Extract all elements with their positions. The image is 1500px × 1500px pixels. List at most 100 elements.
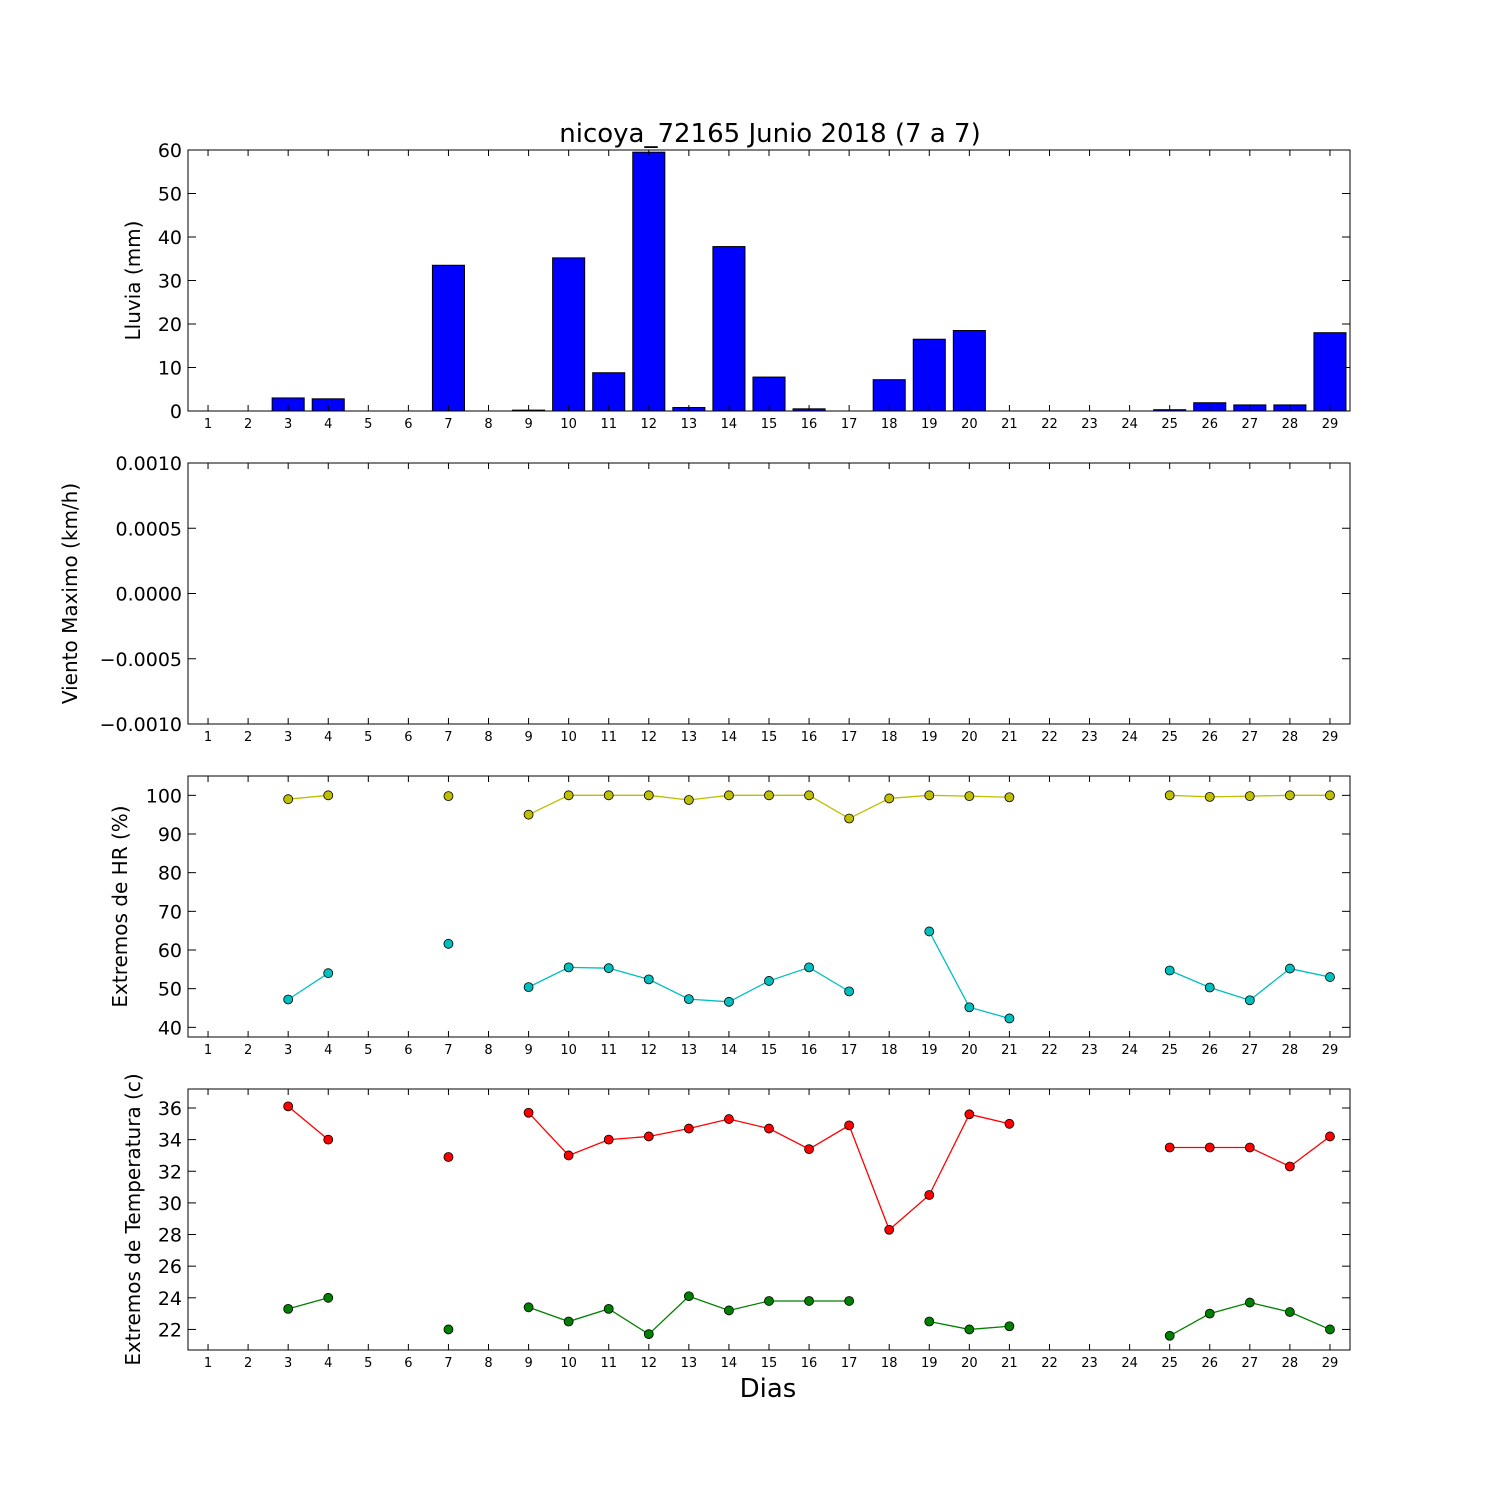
x-tick-label: 11 <box>600 417 617 432</box>
point-temp_min-day-14 <box>724 1305 734 1316</box>
point-temp_min-day-16 <box>804 1296 814 1306</box>
x-tick-label: 22 <box>1041 1356 1058 1371</box>
x-tick-label: 6 <box>404 1356 412 1371</box>
y-tick-label: 0 <box>170 401 182 423</box>
x-tick-label: 21 <box>1001 417 1018 432</box>
x-tick-label: 22 <box>1041 730 1058 745</box>
point-hr_max-day-14 <box>724 790 734 801</box>
x-tick-label: 20 <box>961 417 978 432</box>
point-hr_min-day-26 <box>1204 982 1215 993</box>
x-tick-label: 25 <box>1161 1043 1178 1058</box>
point-temp_min-day-4 <box>323 1292 334 1303</box>
y-tick-label: 60 <box>158 140 182 162</box>
point-temp_max-day-25 <box>1164 1142 1175 1153</box>
x-tick-label: 9 <box>524 1356 532 1371</box>
x-tick-label: 3 <box>284 417 292 432</box>
point-hr_min-day-13 <box>683 994 694 1005</box>
x-tick-label: 16 <box>801 1356 818 1371</box>
y-tick-label: 20 <box>158 314 182 336</box>
y-tick-label: 24 <box>158 1288 182 1310</box>
point-temp_min-day-21 <box>1004 1321 1015 1332</box>
x-tick-label: 16 <box>801 417 818 432</box>
panel-4: 1 2 3 4 5 6 7 8 9 10 11 12 13 14 15 16 17 18 19 20 21 22 23 24 2… <box>121 1073 1351 1371</box>
x-tick-label: 25 <box>1161 417 1178 432</box>
x-tick-label: 14 <box>721 730 738 745</box>
y-tick-label: 10 <box>158 358 182 380</box>
y-tick-label: 80 <box>158 863 182 885</box>
x-tick-label: 24 <box>1121 730 1138 745</box>
point-hr_max-day-18 <box>884 793 895 804</box>
panel-2: 1 2 3 4 5 6 7 8 9 10 11 12 13 14 15 16 17 18 19 20 21 22 23 24 2… <box>58 453 1351 745</box>
x-tick-label: 18 <box>881 1356 898 1371</box>
y-tick-label: 0.0010 <box>116 453 182 475</box>
x-tick-label: 1 <box>204 730 212 745</box>
x-tick-label: 27 <box>1242 1356 1259 1371</box>
point-temp_min-day-27 <box>1244 1297 1255 1308</box>
x-tick-label: 25 <box>1161 1356 1178 1371</box>
y-tick-label: 40 <box>158 227 182 249</box>
x-tick-label: 26 <box>1201 1043 1218 1058</box>
point-hr_max-day-25 <box>1164 790 1175 801</box>
x-tick-label: 28 <box>1282 1043 1299 1058</box>
y-tick-label: 60 <box>158 940 182 962</box>
point-hr_min-day-17 <box>844 986 855 997</box>
y-tick-label: 90 <box>158 824 182 846</box>
x-tick-label: 2 <box>244 730 252 745</box>
point-hr_max-day-4 <box>323 790 334 801</box>
point-temp_max-day-3 <box>283 1101 294 1112</box>
x-tick-label: 24 <box>1121 1356 1138 1371</box>
point-hr_max-day-20 <box>964 791 975 802</box>
y-tick-label: −0.0010 <box>100 714 182 736</box>
x-tick-label: 23 <box>1081 730 1098 745</box>
x-tick-label: 14 <box>721 417 738 432</box>
series-line-temp_min <box>528 1295 850 1336</box>
point-temp_min-day-12 <box>643 1329 654 1340</box>
x-tick-label: 12 <box>641 1356 658 1371</box>
x-tick-label: 1 <box>204 1043 212 1058</box>
point-temp_min-day-17 <box>844 1296 855 1306</box>
x-tick-label: 14 <box>721 1356 738 1371</box>
y-axis-label: Viento Maximo (km/h) <box>58 483 82 704</box>
x-tick-label: 7 <box>444 730 452 745</box>
bar-day-20 <box>952 330 986 412</box>
point-hr_max-day-29 <box>1325 790 1335 801</box>
point-temp_max-day-10 <box>563 1150 574 1161</box>
x-tick-label: 15 <box>761 1356 778 1371</box>
x-tick-label: 11 <box>600 730 617 745</box>
bar-day-14 <box>712 246 746 412</box>
point-hr_max-day-21 <box>1004 792 1015 803</box>
x-tick-label: 3 <box>284 730 292 745</box>
x-tick-label: 29 <box>1322 1043 1339 1058</box>
point-temp_max-day-27 <box>1244 1142 1255 1153</box>
y-tick-label: 36 <box>158 1098 182 1120</box>
plot-frame <box>187 775 1351 1038</box>
x-tick-label: 22 <box>1041 1043 1058 1058</box>
point-hr_min-day-20 <box>964 1002 975 1013</box>
y-axis-label: Extremos de Temperatura (c) <box>121 1073 145 1365</box>
point-hr_min-day-11 <box>603 963 614 974</box>
x-tick-label: 10 <box>560 1043 577 1058</box>
point-hr_min-day-27 <box>1244 995 1255 1006</box>
y-tick-label: 22 <box>158 1319 182 1341</box>
x-tick-label: 9 <box>524 730 532 745</box>
point-temp_min-day-20 <box>964 1324 975 1335</box>
x-tick-label: 28 <box>1282 417 1299 432</box>
x-tick-label: 13 <box>681 1043 698 1058</box>
point-hr_max-day-17 <box>844 813 855 824</box>
series-line-temp_min <box>1169 1301 1331 1337</box>
y-tick-label: 28 <box>158 1225 182 1247</box>
x-tick-label: 19 <box>921 417 938 432</box>
x-tick-label: 4 <box>324 1356 332 1371</box>
point-temp_min-day-9 <box>523 1302 534 1313</box>
y-tick-label: 32 <box>158 1161 182 1183</box>
x-tick-label: 8 <box>484 417 492 432</box>
y-tick-label: 100 <box>146 785 182 807</box>
point-hr_min-day-28 <box>1284 963 1295 974</box>
x-tick-label: 29 <box>1322 1356 1339 1371</box>
x-tick-label: 18 <box>881 417 898 432</box>
point-temp_max-day-15 <box>764 1123 774 1134</box>
x-tick-label: 6 <box>404 730 412 745</box>
point-hr_min-day-21 <box>1004 1013 1015 1024</box>
x-tick-label: 15 <box>761 417 778 432</box>
